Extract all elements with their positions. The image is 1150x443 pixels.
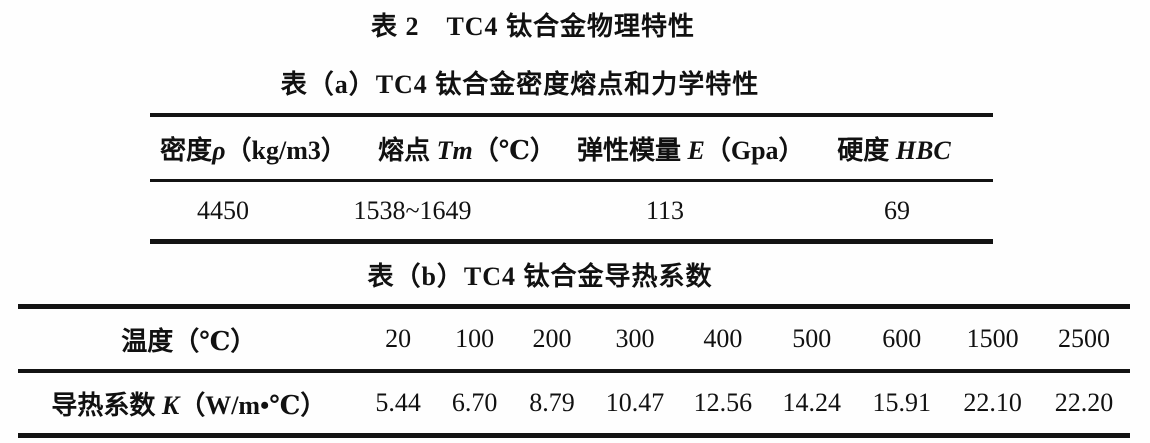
table-a-mid-rule: [150, 179, 993, 182]
table-a-value-density: 4450: [197, 195, 249, 225]
table-b-conductivity-cell: 6.70: [451, 388, 498, 417]
label-prefix: 导热系数: [51, 390, 162, 420]
header-prefix: 熔点: [378, 135, 437, 165]
table-b-temp-cell: 100: [455, 324, 495, 353]
table-a-header-elastic-modulus: 弹性模量 E（Gpa）: [577, 130, 805, 167]
table-a-header-hardness: 硬度 HBC: [795, 130, 993, 167]
table-b-top-rule: [18, 304, 1130, 309]
header-symbol: E: [687, 135, 705, 165]
table-b-temp-cell: 400: [703, 324, 743, 353]
table-b-temp-cell: 300: [615, 324, 655, 353]
table-b-temp-cell: 500: [792, 324, 832, 353]
header-symbol: ρ: [212, 135, 226, 165]
table-a-caption: 表（a）TC4 钛合金密度熔点和力学特性: [280, 70, 760, 99]
table-a-bottom-rule: [150, 239, 993, 244]
table-a-top-rule: [150, 113, 993, 117]
table-b-conductivity-row: 导热系数 K（W/m•℃） 5.44 6.70 8.79 10.47 12.56…: [18, 373, 1130, 433]
label-prefix: 温度: [121, 326, 174, 356]
header-symbol: HBC: [895, 135, 951, 165]
table-a: 密度ρ（kg/m3） 熔点 Tm（℃） 弹性模量 E（Gpa） 硬度 HBC 4…: [150, 113, 993, 244]
table-a-header-melting-point: 熔点 Tm（℃）: [357, 130, 577, 167]
header-suffix: （℃）: [472, 135, 556, 165]
table-b-temp-cell: 1500: [966, 324, 1019, 353]
table-b-conductivity-cell: 14.24: [782, 388, 842, 417]
header-prefix: 硬度: [837, 135, 896, 165]
table-b-conductivity-cell: 5.44: [375, 388, 421, 417]
table-b-mid-rule: [18, 369, 1130, 373]
table-b-temp-cell: 20: [385, 324, 412, 353]
table-b-conductivity-cell: 10.47: [605, 388, 665, 417]
header-prefix: 弹性模量: [577, 135, 688, 165]
table-b-conductivity-cell: 12.56: [693, 388, 753, 417]
table-b-conductivity-cell: 22.20: [1054, 388, 1114, 417]
table-a-value-hardness: 69: [884, 195, 910, 225]
header-suffix: （Gpa）: [704, 135, 805, 165]
table-b-conductivity-cell: 22.10: [963, 388, 1022, 417]
table-b-temp-cell: 2500: [1058, 324, 1111, 353]
header-prefix: 密度: [160, 135, 213, 165]
table-b-temp-cell: 600: [882, 324, 922, 353]
label-symbol: K: [161, 390, 180, 420]
table-b-bottom-rule: [18, 433, 1130, 438]
header-symbol: Tm: [436, 135, 473, 165]
table-b-caption: 表（b）TC4 钛合金导热系数: [367, 262, 713, 291]
table-b-row-label-temperature: 温度（℃）: [18, 321, 360, 358]
table-a-header-row: 密度ρ（kg/m3） 熔点 Tm（℃） 弹性模量 E（Gpa） 硬度 HBC: [150, 117, 993, 179]
table-a-value-melting-point: 1538~1649: [353, 195, 472, 225]
table-a-header-density: 密度ρ（kg/m3）: [150, 130, 357, 167]
table-b-temperature-row: 温度（℃） 20 100 200 300 400 500 600 1500 25…: [18, 309, 1130, 369]
table-b-temp-cell: 200: [532, 324, 572, 353]
label-suffix: （W/m•℃）: [179, 390, 327, 420]
table-b: 温度（℃） 20 100 200 300 400 500 600 1500 25…: [18, 304, 1130, 438]
table-a-value-elastic-modulus: 113: [645, 195, 685, 225]
table-b-row-label-conductivity: 导热系数 K（W/m•℃）: [18, 385, 360, 422]
header-suffix: （kg/m3）: [225, 135, 347, 165]
table-b-conductivity-cell: 15.91: [872, 388, 931, 417]
table-a-value-row: 4450 1538~1649 113 69: [150, 182, 993, 239]
table-2-title: 表 2 TC4 钛合金物理特性: [370, 12, 696, 41]
label-suffix: （℃）: [173, 326, 257, 356]
table-b-conductivity-cell: 8.79: [529, 388, 575, 417]
